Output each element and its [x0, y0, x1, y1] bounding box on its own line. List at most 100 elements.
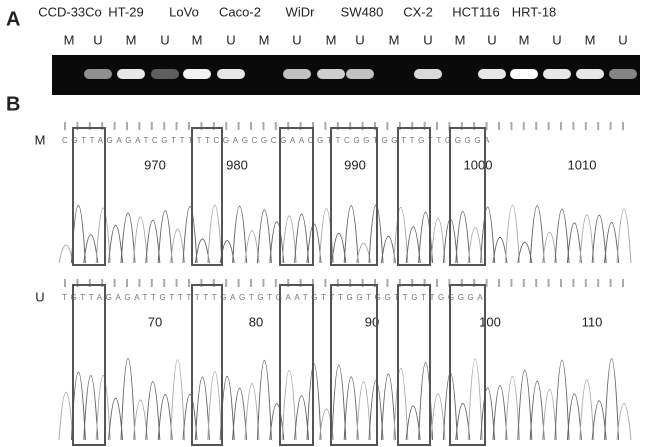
tick: [250, 122, 252, 130]
tick: [609, 122, 612, 130]
lane-label: M: [192, 32, 203, 47]
trace-peak: [281, 369, 297, 441]
trace-peak: [542, 231, 558, 264]
position: 1010: [568, 157, 597, 172]
gel: [52, 55, 640, 95]
tick: [436, 122, 438, 130]
tick: [138, 122, 141, 130]
lane-label: U: [355, 32, 364, 47]
trace-peak: [269, 221, 285, 264]
lane-label: M: [455, 32, 466, 47]
tick: [349, 279, 352, 287]
tick: [113, 122, 116, 130]
band: [117, 69, 145, 79]
trace-peak: [83, 375, 99, 441]
trace-peak: [182, 393, 198, 441]
trace-peak: [554, 360, 570, 441]
panel-label: B: [6, 93, 20, 115]
tick: [535, 279, 538, 287]
trace-peak: [83, 234, 99, 264]
tick: [473, 122, 476, 130]
tick: [299, 122, 302, 130]
tick: [510, 122, 513, 130]
tick: [200, 279, 203, 287]
trace-peak: [604, 222, 620, 264]
tick: [386, 122, 389, 130]
tick: [64, 122, 66, 130]
trace-peak: [405, 226, 421, 264]
trace-peak: [182, 206, 198, 264]
track-label: U: [35, 289, 44, 304]
trace-peak: [467, 358, 483, 441]
panel-label: A: [6, 8, 20, 30]
band: [346, 69, 374, 79]
trace-peak: [430, 217, 446, 264]
tick: [64, 279, 66, 287]
cell-line: Caco-2: [219, 4, 261, 19]
tick: [609, 279, 612, 287]
trace-peak: [343, 205, 359, 264]
trace-peak: [380, 373, 396, 441]
trace-peak: [430, 393, 446, 441]
trace-peak: [120, 358, 136, 441]
tick: [126, 122, 128, 130]
position: 90: [365, 314, 379, 329]
tick: [411, 279, 414, 287]
tick: [150, 279, 153, 287]
band: [217, 69, 245, 79]
trace-peak: [480, 387, 496, 441]
tick: [88, 122, 91, 130]
tick: [101, 279, 104, 287]
band: [283, 69, 311, 79]
trace-peak: [343, 376, 359, 441]
trace-peak: [418, 211, 434, 264]
tick: [200, 122, 203, 130]
trace-peak: [529, 381, 545, 441]
tick: [349, 122, 352, 130]
band: [84, 69, 112, 79]
cpg-box: [279, 284, 314, 446]
position: 100: [479, 314, 501, 329]
cpg-box: [449, 127, 486, 266]
trace-peak: [504, 204, 520, 264]
tick: [150, 122, 153, 130]
trace-peak: [331, 232, 347, 264]
trace-peak: [579, 379, 595, 441]
band: [576, 69, 604, 79]
tick: [386, 279, 389, 287]
tick: [274, 279, 277, 287]
trace-peak: [566, 222, 582, 264]
trace-peak: [132, 216, 148, 264]
cpg-box: [330, 127, 378, 266]
trace-peak: [356, 242, 372, 264]
lane-label: M: [585, 32, 596, 47]
tick: [361, 122, 364, 130]
trace-peak: [145, 220, 161, 264]
lane-label: M: [126, 32, 137, 47]
lane-label: M: [64, 32, 75, 47]
position: 990: [344, 157, 366, 172]
trace-peak: [380, 236, 396, 264]
tick: [274, 122, 277, 130]
tick: [212, 122, 215, 130]
lane-label: U: [160, 32, 169, 47]
tick: [262, 122, 265, 130]
trace-peak: [120, 212, 136, 264]
tick: [113, 279, 116, 287]
trace-peak: [108, 398, 124, 441]
tick: [287, 122, 290, 130]
trace-peak: [232, 387, 248, 441]
track-label: M: [35, 132, 46, 147]
sequence: CGTTAGAGATCGTTTTTCGAGCGCGAACGTTCGGTGGTTG…: [62, 136, 493, 145]
band: [510, 69, 538, 79]
trace-peak: [194, 238, 210, 264]
cpg-box: [191, 127, 223, 266]
tick: [485, 122, 488, 130]
trace-peak: [604, 358, 620, 441]
tick: [188, 279, 190, 287]
trace-peak: [58, 391, 74, 441]
tick: [522, 279, 525, 287]
trace-peak: [269, 403, 285, 441]
trace-peak: [467, 227, 483, 264]
